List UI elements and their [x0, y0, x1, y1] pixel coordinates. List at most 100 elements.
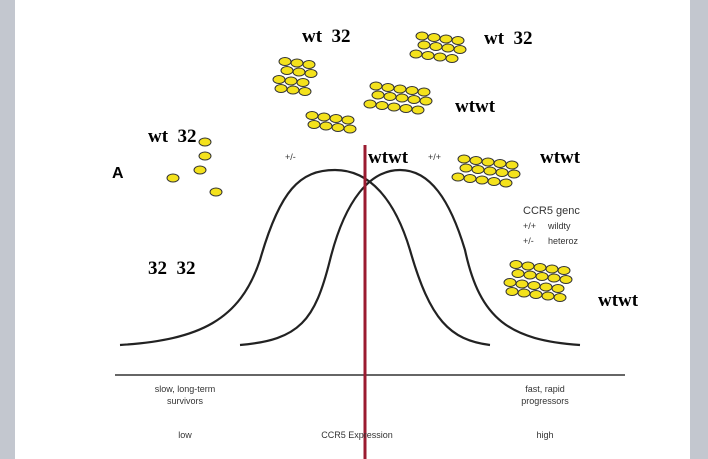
genotype-label: wt 32 [148, 126, 197, 147]
axis-high: high [536, 430, 553, 440]
legend-text: heteroz [548, 236, 579, 246]
curve-heterozygous [119, 168, 491, 347]
cell [363, 99, 377, 109]
legend-text: wildty [547, 221, 571, 231]
cell [198, 151, 212, 161]
cell [523, 270, 537, 280]
cell [193, 165, 207, 175]
cell [296, 78, 310, 87]
genotype-label: wt 32 [484, 28, 533, 49]
cell [331, 123, 345, 132]
cell [292, 67, 306, 77]
cell [307, 120, 321, 129]
cell [298, 87, 312, 96]
cell [475, 175, 489, 185]
cell [302, 60, 316, 69]
cell [387, 102, 401, 112]
cell [505, 160, 519, 170]
axis-title: CCR5 Expression [321, 430, 393, 440]
cell [559, 275, 573, 284]
cell [329, 114, 343, 123]
cell [417, 87, 431, 97]
cell [369, 81, 383, 91]
cell [198, 137, 212, 147]
cell [539, 282, 553, 292]
cell [495, 168, 509, 177]
cell [441, 43, 455, 53]
cell [451, 36, 465, 45]
cell [280, 66, 294, 75]
cell [529, 290, 543, 299]
axis-note: slow, long-term [155, 384, 216, 394]
cell [421, 51, 435, 60]
cell-clusters [166, 31, 573, 302]
cell [305, 111, 319, 120]
cell [427, 33, 441, 42]
axis-note: fast, rapid [525, 384, 565, 394]
genotype-label: wtwt [455, 96, 496, 117]
cell [278, 57, 292, 66]
curve-wildtype [239, 168, 581, 347]
cell [493, 159, 507, 168]
cell [166, 173, 180, 183]
cell [517, 288, 531, 298]
cell [393, 84, 407, 94]
cell [483, 166, 497, 176]
cell [405, 86, 419, 95]
cell [341, 115, 355, 125]
cell [481, 157, 495, 167]
cell [284, 76, 298, 86]
cell [535, 272, 549, 281]
cell [411, 105, 425, 115]
cell [521, 261, 535, 271]
cell [505, 287, 519, 296]
cell [317, 112, 331, 122]
cell [433, 52, 447, 62]
legend-key: +/+ [523, 221, 536, 231]
curve-label: +/- [285, 152, 296, 162]
cell [503, 278, 517, 287]
cell [545, 264, 559, 274]
panel-label: A [112, 165, 124, 182]
cell [511, 269, 525, 278]
cell [457, 154, 471, 164]
cell [209, 187, 223, 197]
cell [469, 156, 483, 165]
cell [557, 266, 571, 275]
cell [429, 42, 443, 51]
cell [407, 95, 421, 104]
cell [417, 40, 431, 50]
cell [272, 75, 286, 84]
cell [399, 104, 413, 113]
cell [463, 174, 477, 183]
genotype-label: wtwt [598, 290, 639, 311]
axis-note: progressors [521, 396, 569, 406]
genotype-label: wtwt [368, 147, 409, 168]
cell [471, 165, 485, 174]
cell [381, 83, 395, 92]
cell [286, 85, 300, 95]
cell [487, 177, 501, 186]
cell [453, 45, 467, 54]
genotype-label: 32 32 [148, 258, 196, 279]
genotype-label: wt 32 [302, 26, 351, 47]
cell [419, 96, 433, 106]
cell [499, 178, 513, 188]
cell [547, 273, 561, 283]
cell [553, 293, 567, 302]
axis-note: survivors [167, 396, 204, 406]
cell [395, 93, 409, 103]
curve-label: +/+ [428, 152, 441, 162]
cell [507, 169, 521, 179]
genotype-label: wtwt [540, 147, 581, 168]
cell [509, 260, 523, 269]
cell [304, 69, 318, 78]
cell [371, 90, 385, 100]
legend-title: CCR5 genc [523, 205, 580, 217]
cell [415, 31, 429, 41]
cell [375, 101, 389, 110]
axis-low: low [178, 430, 192, 440]
cell [439, 34, 453, 44]
cell [541, 291, 555, 301]
